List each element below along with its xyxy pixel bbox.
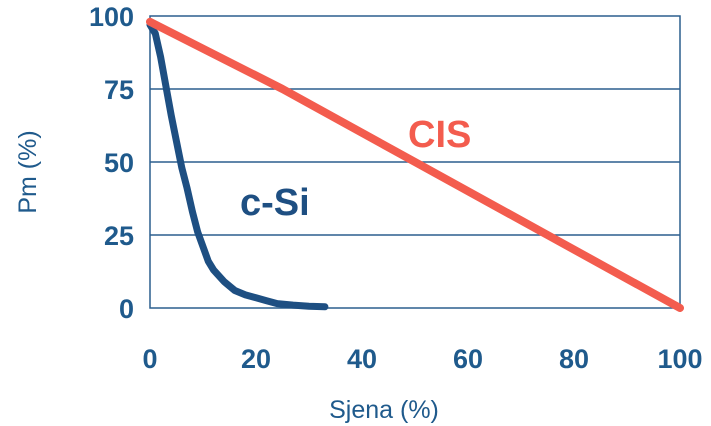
y-axis-title: Pm (%) [14, 130, 42, 213]
y-tick-label: 25 [104, 221, 134, 251]
series-line-cis [146, 17, 684, 312]
series-lines [146, 17, 684, 312]
y-tick-label: 0 [119, 294, 134, 324]
x-axis-title: Sjena (%) [329, 396, 439, 424]
x-tick-label: 40 [347, 344, 377, 374]
y-tick-label: 75 [104, 75, 134, 105]
y-axis-ticks: 100 75 50 25 0 [89, 2, 134, 324]
x-tick-label: 0 [142, 344, 157, 374]
x-tick-label: 100 [657, 344, 702, 374]
x-axis-ticks: 0 20 40 60 80 100 [142, 344, 702, 374]
series-line-c-si [146, 21, 329, 311]
x-tick-label: 80 [559, 344, 589, 374]
x-tick-label: 60 [453, 344, 483, 374]
x-tick-label: 20 [241, 344, 271, 374]
y-tick-label: 100 [89, 2, 134, 32]
y-tick-label: 50 [104, 148, 134, 178]
series-label-c-si: c-Si [240, 182, 310, 224]
series-label-cis: CIS [408, 114, 471, 156]
